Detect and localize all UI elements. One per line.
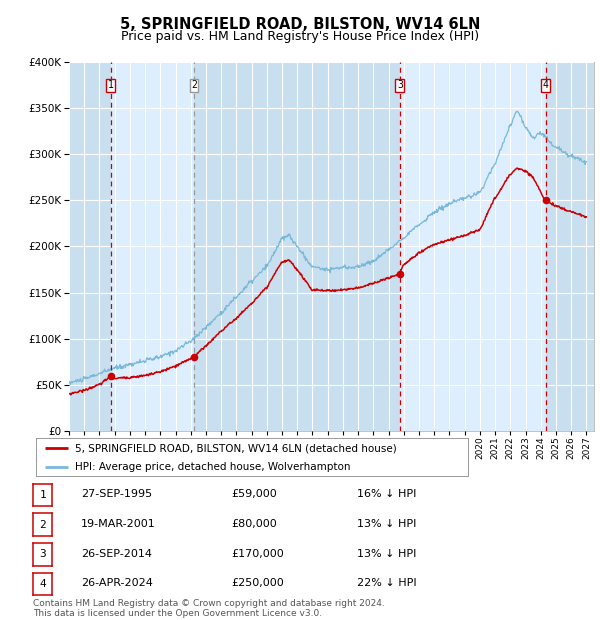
Text: HPI: Average price, detached house, Wolverhampton: HPI: Average price, detached house, Wolv… [75,461,350,472]
Text: Contains HM Land Registry data © Crown copyright and database right 2024.
This d: Contains HM Land Registry data © Crown c… [33,599,385,618]
Text: 16% ↓ HPI: 16% ↓ HPI [357,489,416,499]
Bar [400,62,545,431]
Bar [545,62,594,431]
Text: 3: 3 [397,80,403,90]
Text: 2: 2 [39,520,46,529]
Text: 13% ↓ HPI: 13% ↓ HPI [357,549,416,559]
Text: 26-APR-2024: 26-APR-2024 [81,578,153,588]
Text: 4: 4 [39,579,46,589]
Text: 26-SEP-2014: 26-SEP-2014 [81,549,152,559]
Text: 2: 2 [191,80,197,90]
Text: 5, SPRINGFIELD ROAD, BILSTON, WV14 6LN (detached house): 5, SPRINGFIELD ROAD, BILSTON, WV14 6LN (… [75,443,397,453]
Text: £59,000: £59,000 [231,489,277,499]
Text: 1: 1 [108,80,113,90]
Bar [69,62,110,431]
Text: 3: 3 [39,549,46,559]
Bar [194,62,400,431]
Text: 5, SPRINGFIELD ROAD, BILSTON, WV14 6LN: 5, SPRINGFIELD ROAD, BILSTON, WV14 6LN [120,17,480,32]
Text: 19-MAR-2001: 19-MAR-2001 [81,519,156,529]
Text: 27-SEP-1995: 27-SEP-1995 [81,489,152,499]
Text: 1: 1 [39,490,46,500]
Text: 22% ↓ HPI: 22% ↓ HPI [357,578,416,588]
Text: £170,000: £170,000 [231,549,284,559]
Text: 4: 4 [542,80,548,90]
Text: £80,000: £80,000 [231,519,277,529]
Text: 13% ↓ HPI: 13% ↓ HPI [357,519,416,529]
Text: £250,000: £250,000 [231,578,284,588]
Bar [110,62,194,431]
Text: Price paid vs. HM Land Registry's House Price Index (HPI): Price paid vs. HM Land Registry's House … [121,30,479,43]
